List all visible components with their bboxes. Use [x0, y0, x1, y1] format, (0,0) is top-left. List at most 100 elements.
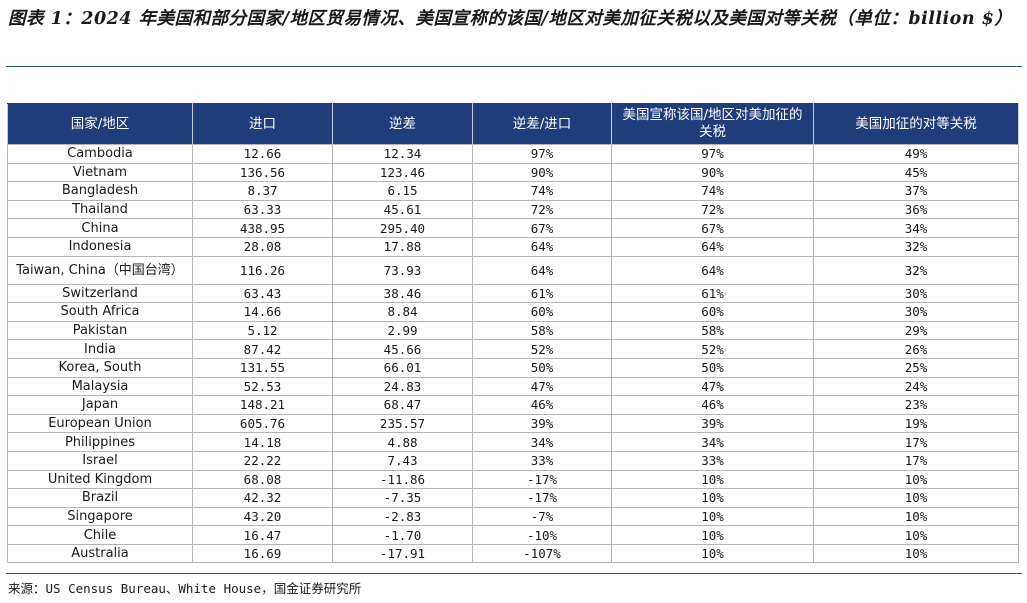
cell-claimed-tariff: 10%	[611, 488, 814, 508]
cell-imports: 131.55	[192, 357, 333, 378]
cell-deficit-ratio: 33%	[472, 450, 612, 471]
table-row: Bangladesh 8.37 6.15 74% 74% 37%	[7, 181, 1019, 201]
cell-deficit-ratio: 60%	[472, 302, 612, 322]
table-row: South Africa 14.66 8.84 60% 60% 30%	[7, 302, 1019, 322]
cell-claimed-tariff: 72%	[611, 199, 814, 220]
cell-country: Taiwan, China（中国台湾）	[7, 255, 193, 285]
cell-deficit-ratio: -17%	[472, 469, 612, 490]
cell-country: Korea, South	[7, 357, 193, 378]
cell-claimed-tariff: 10%	[611, 543, 814, 564]
cell-imports: 16.69	[192, 543, 333, 564]
table-row: Israel 22.22 7.43 33% 33% 17%	[7, 450, 1019, 471]
cell-imports: 43.20	[192, 506, 333, 527]
cell-country: Indonesia	[7, 236, 193, 257]
table-row: Japan 148.21 68.47 46% 46% 23%	[7, 395, 1019, 415]
cell-claimed-tariff: 61%	[611, 283, 814, 304]
table-row: Pakistan 5.12 2.99 58% 58% 29%	[7, 320, 1019, 341]
cell-deficit: -11.86	[332, 469, 473, 490]
cell-deficit: 12.34	[332, 144, 473, 164]
cell-reciprocal-tariff: 10%	[813, 488, 1019, 508]
table-row: Brazil 42.32 -7.35 -17% 10% 10%	[7, 488, 1019, 508]
cell-imports: 136.56	[192, 162, 333, 183]
cell-claimed-tariff: 10%	[611, 469, 814, 490]
cell-reciprocal-tariff: 32%	[813, 236, 1019, 257]
cell-deficit-ratio: 61%	[472, 283, 612, 304]
cell-reciprocal-tariff: 30%	[813, 283, 1019, 304]
cell-imports: 63.33	[192, 199, 333, 220]
table-row: Korea, South 131.55 66.01 50% 50% 25%	[7, 357, 1019, 378]
table-row: Philippines 14.18 4.88 34% 34% 17%	[7, 432, 1019, 452]
cell-country: India	[7, 339, 193, 359]
cell-deficit-ratio: 90%	[472, 162, 612, 183]
cell-deficit: 24.83	[332, 376, 473, 397]
cell-imports: 12.66	[192, 144, 333, 164]
cell-deficit: 66.01	[332, 357, 473, 378]
cell-country: Chile	[7, 525, 193, 545]
cell-imports: 28.08	[192, 236, 333, 257]
cell-claimed-tariff: 47%	[611, 376, 814, 397]
cell-imports: 116.26	[192, 255, 333, 285]
header-country: 国家/地区	[7, 103, 193, 145]
cell-country: Philippines	[7, 432, 193, 452]
cell-country: Bangladesh	[7, 181, 193, 201]
cell-deficit: 17.88	[332, 236, 473, 257]
cell-deficit-ratio: -17%	[472, 488, 612, 508]
cell-reciprocal-tariff: 10%	[813, 525, 1019, 545]
header-claimed-tariff: 美国宣称该国/地区对美加征的关税	[611, 103, 814, 145]
cell-deficit: 295.40	[332, 218, 473, 238]
cell-imports: 438.95	[192, 218, 333, 238]
cell-claimed-tariff: 39%	[611, 413, 814, 434]
table-row: European Union 605.76 235.57 39% 39% 19%	[7, 413, 1019, 434]
cell-imports: 16.47	[192, 525, 333, 545]
cell-deficit: 123.46	[332, 162, 473, 183]
table-row: United Kingdom 68.08 -11.86 -17% 10% 10%	[7, 469, 1019, 490]
table-row: Switzerland 63.43 38.46 61% 61% 30%	[7, 283, 1019, 304]
cell-reciprocal-tariff: 45%	[813, 162, 1019, 183]
cell-claimed-tariff: 97%	[611, 144, 814, 164]
cell-deficit: -7.35	[332, 488, 473, 508]
cell-country: Australia	[7, 543, 193, 564]
cell-reciprocal-tariff: 34%	[813, 218, 1019, 238]
cell-imports: 8.37	[192, 181, 333, 201]
cell-imports: 14.18	[192, 432, 333, 452]
cell-reciprocal-tariff: 49%	[813, 144, 1019, 164]
header-reciprocal-tariff: 美国加征的对等关税	[813, 103, 1019, 145]
cell-reciprocal-tariff: 37%	[813, 181, 1019, 201]
table-row: Thailand 63.33 45.61 72% 72% 36%	[7, 199, 1019, 220]
cell-deficit-ratio: 97%	[472, 144, 612, 164]
cell-deficit: 38.46	[332, 283, 473, 304]
cell-country: Singapore	[7, 506, 193, 527]
table-body: Cambodia 12.66 12.34 97% 97% 49% Vietnam 136.56…	[7, 144, 1019, 564]
cell-country: Malaysia	[7, 376, 193, 397]
table-row: Singapore 43.20 -2.83 -7% 10% 10%	[7, 506, 1019, 527]
cell-claimed-tariff: 60%	[611, 302, 814, 322]
cell-claimed-tariff: 74%	[611, 181, 814, 201]
cell-reciprocal-tariff: 10%	[813, 469, 1019, 490]
table-header: 国家/地区 进口 逆差 逆差/进口 美国宣称该国/地区对美加征的关税 美国加征的…	[7, 103, 1019, 145]
cell-deficit: 7.43	[332, 450, 473, 471]
cell-deficit-ratio: -107%	[472, 543, 612, 564]
table-row: Indonesia 28.08 17.88 64% 64% 32%	[7, 236, 1019, 257]
cell-deficit-ratio: 58%	[472, 320, 612, 341]
cell-deficit: 6.15	[332, 181, 473, 201]
cell-country: Israel	[7, 450, 193, 471]
cell-deficit-ratio: 47%	[472, 376, 612, 397]
cell-deficit-ratio: 39%	[472, 413, 612, 434]
cell-reciprocal-tariff: 36%	[813, 199, 1019, 220]
cell-reciprocal-tariff: 23%	[813, 395, 1019, 415]
cell-deficit-ratio: -10%	[472, 525, 612, 545]
cell-imports: 148.21	[192, 395, 333, 415]
table-row: Vietnam 136.56 123.46 90% 90% 45%	[7, 162, 1019, 183]
cell-reciprocal-tariff: 30%	[813, 302, 1019, 322]
header-deficit: 逆差	[332, 103, 473, 145]
cell-deficit: -1.70	[332, 525, 473, 545]
header-imports: 进口	[192, 103, 333, 145]
cell-country: South Africa	[7, 302, 193, 322]
cell-country: Brazil	[7, 488, 193, 508]
table-row: Taiwan, China（中国台湾） 116.26 73.93 64% 64% 32%	[7, 255, 1019, 285]
cell-claimed-tariff: 67%	[611, 218, 814, 238]
footer-divider	[6, 573, 1022, 574]
cell-imports: 63.43	[192, 283, 333, 304]
table-row: China 438.95 295.40 67% 67% 34%	[7, 218, 1019, 238]
cell-deficit: 68.47	[332, 395, 473, 415]
